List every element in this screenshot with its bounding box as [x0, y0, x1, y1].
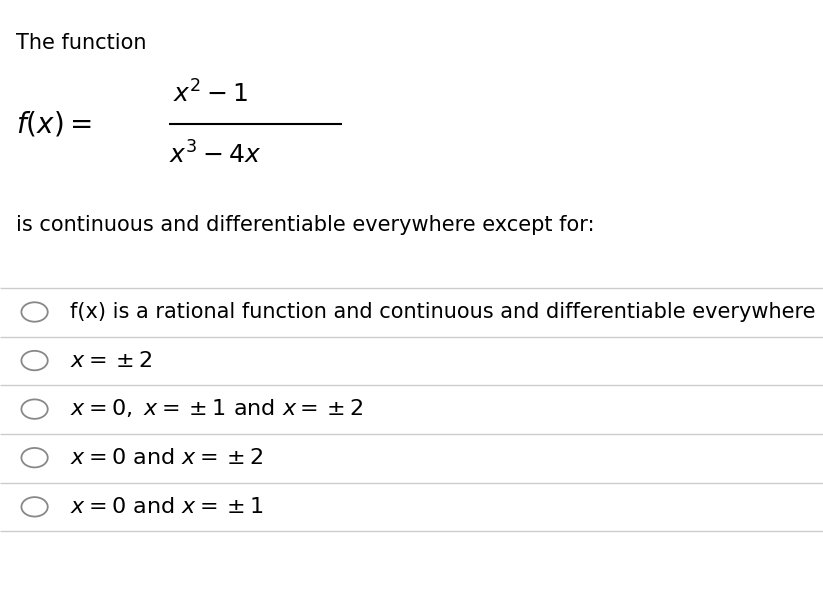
Text: $x^3 - 4x$: $x^3 - 4x$ [169, 141, 261, 168]
Text: $x = \pm 2$: $x = \pm 2$ [70, 350, 152, 371]
Text: $x^2 - 1$: $x^2 - 1$ [173, 81, 248, 107]
Text: $x = 0\ \mathrm{and}\ x = \pm 2$: $x = 0\ \mathrm{and}\ x = \pm 2$ [70, 447, 263, 469]
Text: $f(x) = $: $f(x) = $ [16, 110, 92, 139]
Text: The function: The function [16, 33, 147, 53]
Text: is continuous and differentiable everywhere except for:: is continuous and differentiable everywh… [16, 215, 595, 236]
Text: $x = 0,\ x = \pm 1\ \mathrm{and}\ x = \pm 2$: $x = 0,\ x = \pm 1\ \mathrm{and}\ x = \p… [70, 398, 364, 420]
Text: f(x) is a rational function and continuous and differentiable everywhere: f(x) is a rational function and continuo… [70, 302, 816, 322]
Text: $x = 0\ \mathrm{and}\ x = \pm 1$: $x = 0\ \mathrm{and}\ x = \pm 1$ [70, 496, 263, 518]
